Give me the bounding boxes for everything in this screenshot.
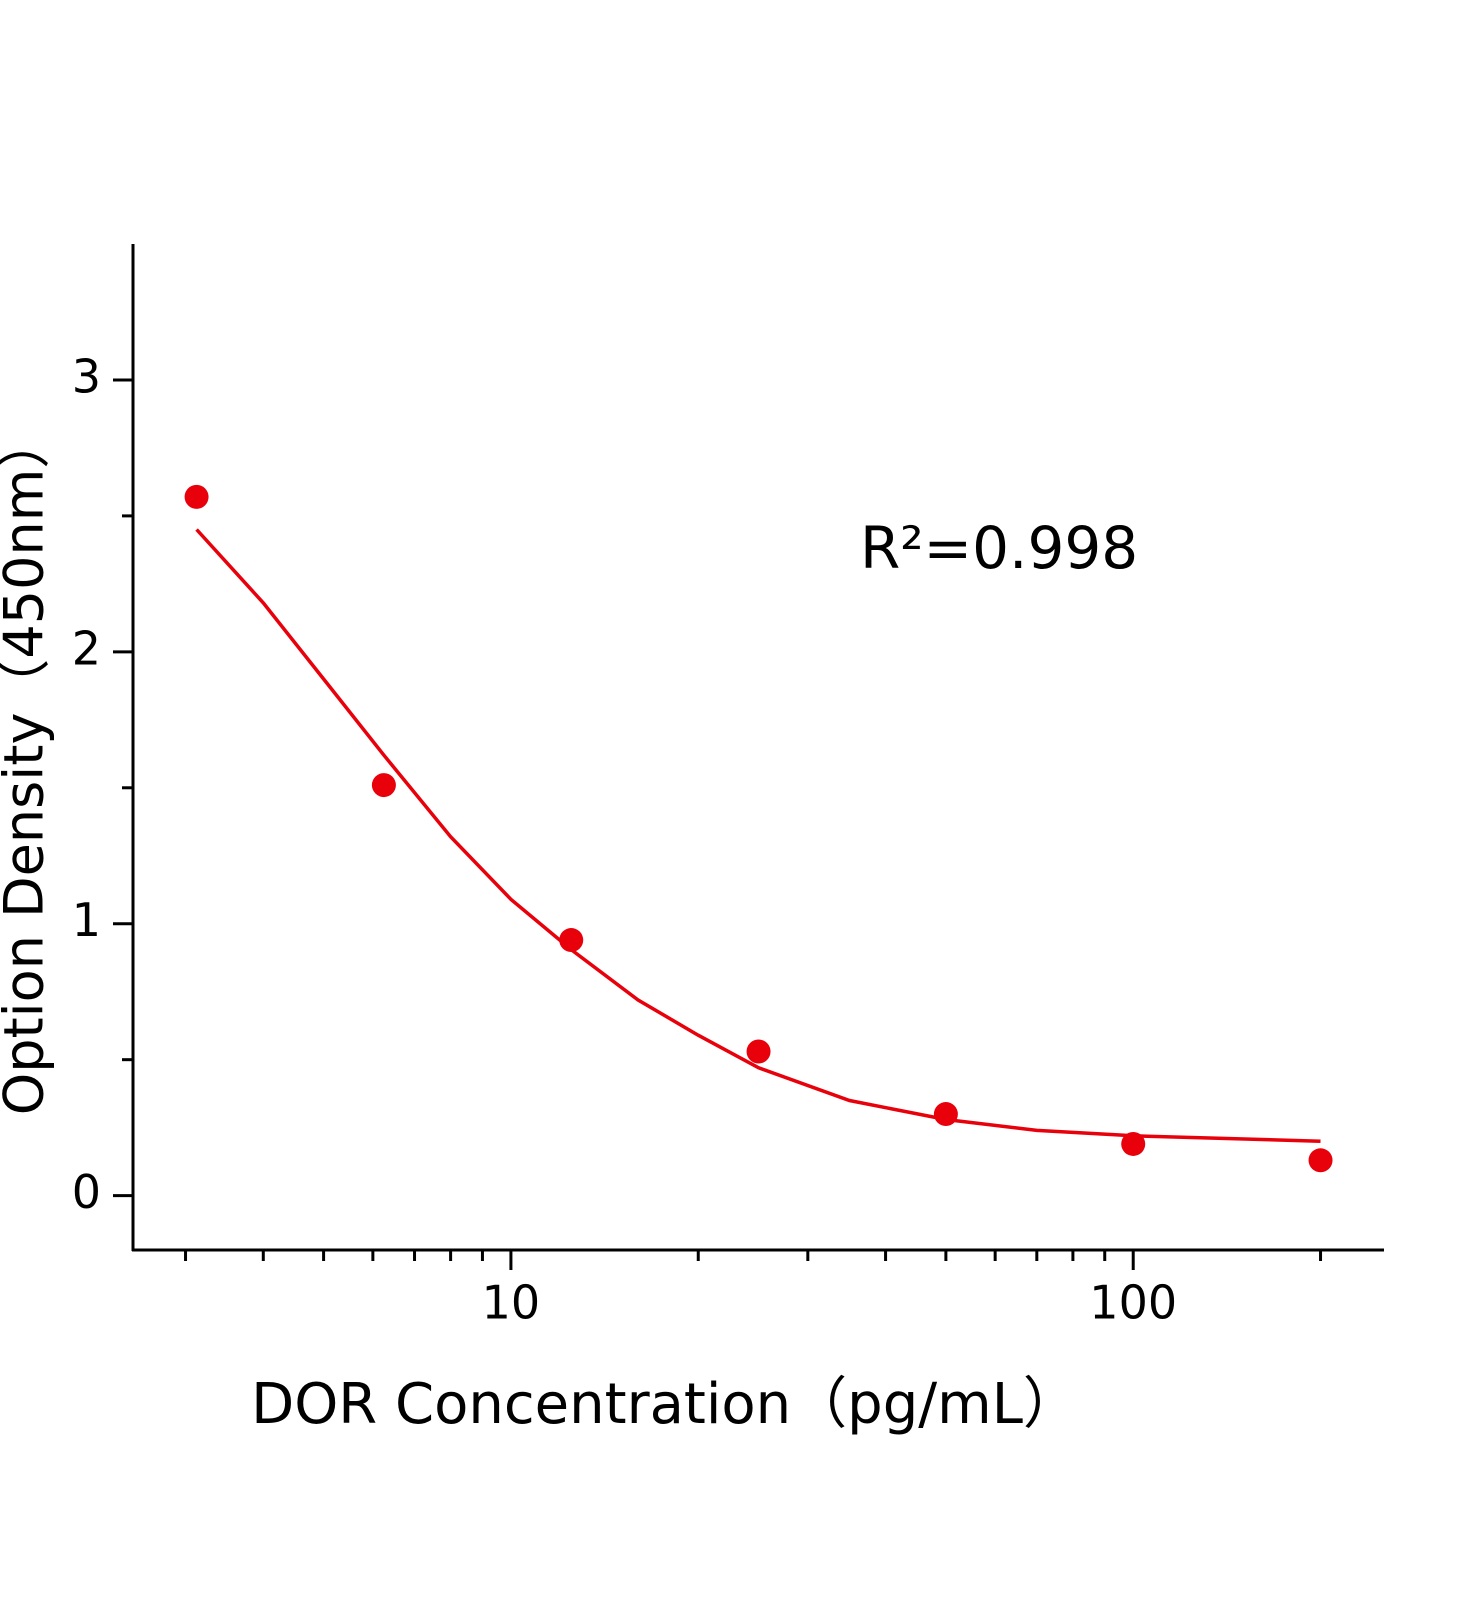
x-tick-label: 10 bbox=[482, 1276, 541, 1330]
data-point bbox=[559, 928, 584, 953]
data-point bbox=[933, 1102, 958, 1127]
data-point bbox=[184, 484, 209, 509]
data-point bbox=[746, 1039, 771, 1064]
x-axis-label: DOR Concentration（pg/mL） bbox=[251, 1372, 1079, 1437]
y-axis-label: Option Density（450nm） bbox=[0, 415, 56, 1116]
y-tick-label: 2 bbox=[72, 621, 101, 675]
fit-curve bbox=[195, 528, 1321, 1143]
x-tick-label: 100 bbox=[1089, 1276, 1177, 1330]
data-point bbox=[371, 773, 396, 798]
data-point bbox=[1308, 1148, 1333, 1173]
y-tick-label: 3 bbox=[72, 349, 101, 403]
data-point bbox=[1121, 1131, 1146, 1156]
y-tick-label: 0 bbox=[72, 1165, 101, 1219]
y-tick-label: 1 bbox=[72, 893, 101, 947]
annotation: R²=0.998 bbox=[860, 514, 1138, 582]
